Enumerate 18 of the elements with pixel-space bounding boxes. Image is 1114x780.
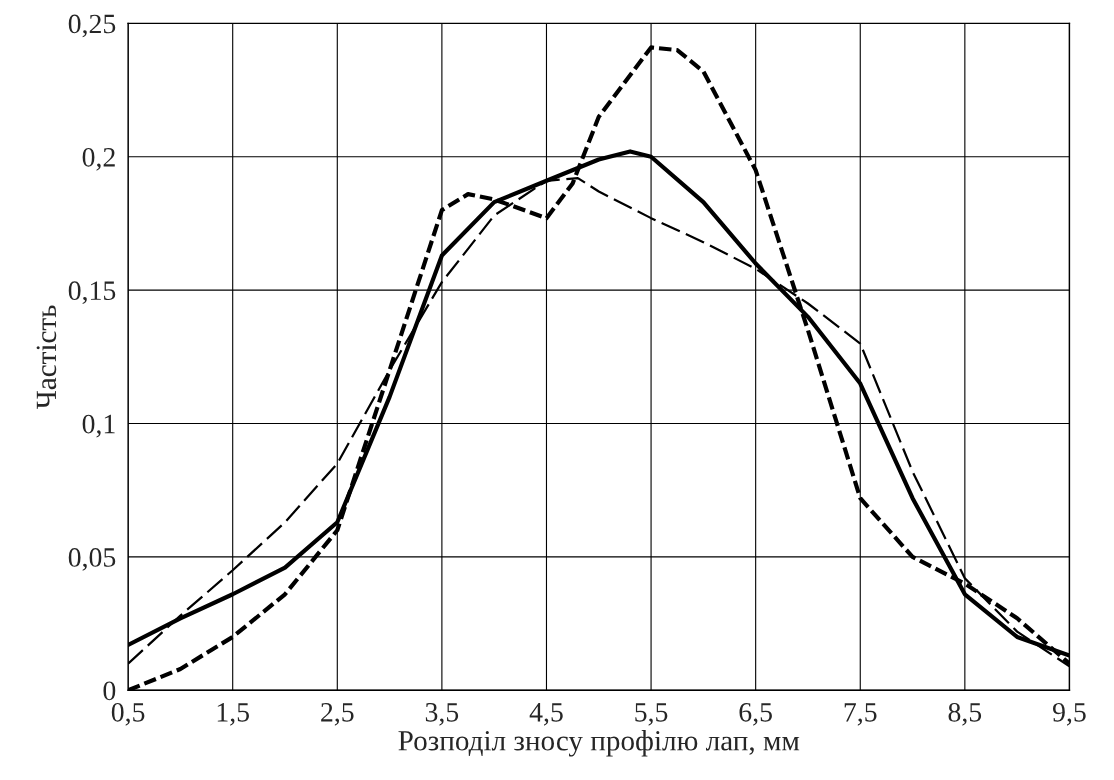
y-tick-label: 0: [103, 681, 116, 701]
y-tick-label: 0,1: [82, 414, 115, 438]
y-tick-label: 0,05: [68, 548, 116, 571]
x-tick-label: 3,5: [425, 702, 459, 726]
x-tick-label: 7,5: [844, 703, 877, 726]
x-axis-title: Розподіл зносу профілю лап, мм: [398, 730, 800, 757]
y-tick-label: 0,15: [68, 281, 116, 305]
x-tick-label: 1,5: [217, 703, 249, 726]
x-tick-label: 0,5: [111, 702, 145, 726]
y-axis-title: Частість: [36, 305, 57, 409]
x-tick-label: 8,5: [948, 702, 982, 726]
x-tick-label: 6,5: [739, 702, 772, 726]
x-tick-label: 2,5: [321, 702, 354, 726]
x-tick-label: 5,5: [635, 703, 668, 726]
x-tick-label: 4,5: [529, 703, 563, 726]
y-tick-label: 0,25: [68, 14, 116, 38]
y-tick-label: 0,2: [82, 147, 115, 171]
x-tick-label: 9,5: [1052, 702, 1086, 726]
